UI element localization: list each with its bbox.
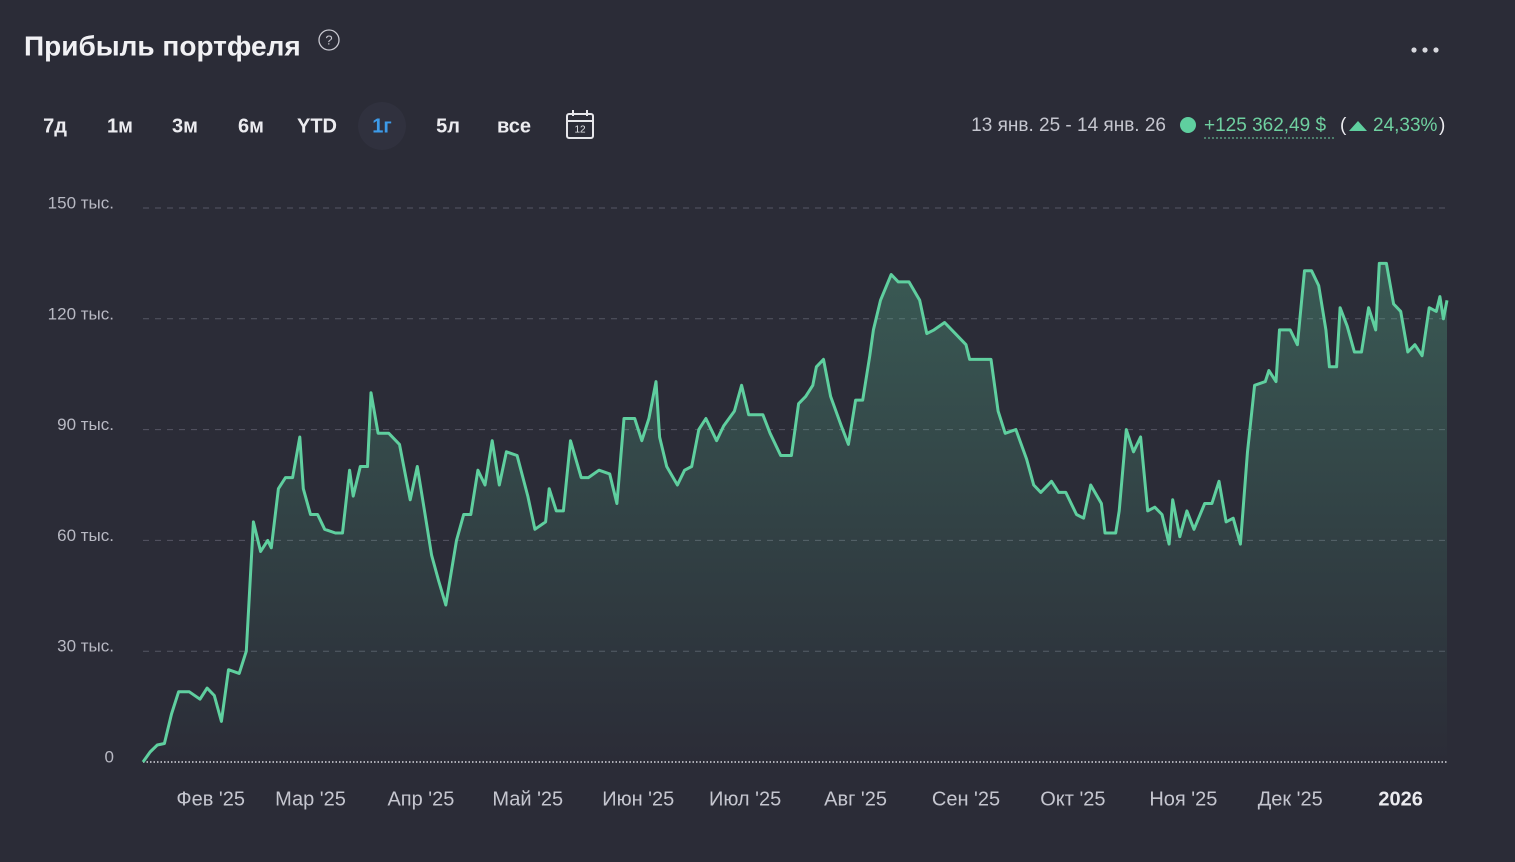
period-button[interactable]: все bbox=[497, 115, 531, 137]
y-tick-label: 30 тыс. bbox=[57, 637, 114, 656]
x-tick-label: Мар '25 bbox=[275, 788, 346, 810]
period-button[interactable]: 6м bbox=[238, 115, 264, 137]
x-tick-label: Дек '25 bbox=[1258, 788, 1323, 810]
x-tick-label: Ноя '25 bbox=[1149, 788, 1217, 810]
svg-text:?: ? bbox=[325, 32, 332, 47]
percent-change: 24,33% bbox=[1373, 115, 1438, 136]
x-tick-label: Сен '25 bbox=[932, 788, 1000, 810]
period-button[interactable]: YTD bbox=[297, 115, 337, 137]
up-arrow bbox=[1349, 121, 1367, 131]
menu-icon[interactable] bbox=[1411, 47, 1439, 53]
y-tick-label: 60 тыс. bbox=[57, 526, 114, 545]
area-fill bbox=[143, 263, 1447, 762]
y-tick-label: 0 bbox=[105, 747, 114, 766]
bracket: ( bbox=[1340, 115, 1347, 136]
period-button[interactable]: 1г bbox=[372, 115, 391, 137]
x-tick-label: Июл '25 bbox=[709, 788, 781, 810]
x-tick-label: Июн '25 bbox=[602, 788, 674, 810]
x-tick-label: Фев '25 bbox=[176, 788, 245, 810]
profit-line bbox=[141, 261, 1449, 763]
period-button[interactable]: 5л bbox=[436, 115, 460, 137]
period-button[interactable]: 7д bbox=[43, 115, 67, 137]
status-dot bbox=[1180, 117, 1196, 133]
date-range: 13 янв. 25 - 14 янв. 26 bbox=[971, 115, 1166, 136]
title: Прибыль портфеля bbox=[24, 30, 301, 61]
help-icon[interactable]: ? bbox=[318, 29, 340, 51]
y-tick-label: 90 тыс. bbox=[57, 415, 114, 434]
x-tick-label: Апр '25 bbox=[387, 788, 454, 810]
x-tick-label: Май '25 bbox=[492, 788, 563, 810]
svg-text:12: 12 bbox=[574, 125, 586, 136]
profit-change: +125 362,49 $ bbox=[1204, 115, 1326, 136]
calendar-icon[interactable]: 12 bbox=[566, 110, 594, 139]
bracket: ) bbox=[1439, 115, 1445, 136]
x-tick-label: 2026 bbox=[1378, 788, 1423, 810]
y-tick-label: 120 тыс. bbox=[48, 304, 114, 323]
x-tick-label: Авг '25 bbox=[824, 788, 887, 810]
period-button[interactable]: 1м bbox=[107, 115, 133, 137]
x-tick-label: Окт '25 bbox=[1040, 788, 1105, 810]
active-period-bg bbox=[358, 102, 406, 150]
period-button[interactable]: 3м bbox=[172, 115, 198, 137]
y-tick-label: 150 тыс. bbox=[48, 193, 114, 212]
